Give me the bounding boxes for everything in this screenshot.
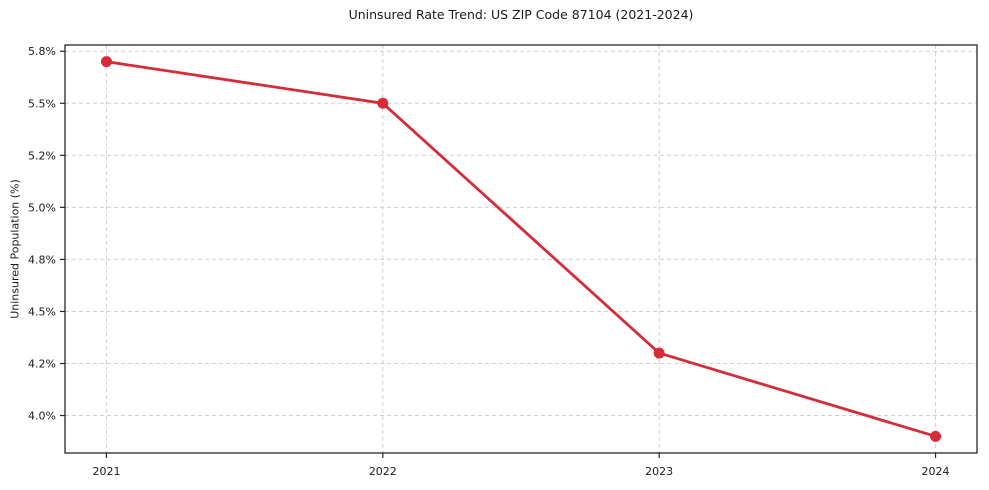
y-tick-label: 5.5% xyxy=(28,97,56,110)
y-tick-label: 4.2% xyxy=(28,357,56,370)
x-tick-label: 2023 xyxy=(645,465,673,478)
data-point-marker xyxy=(653,347,665,359)
y-tick-label: 4.0% xyxy=(28,410,56,423)
y-tick-label: 5.2% xyxy=(28,149,56,162)
data-point-marker xyxy=(930,430,942,442)
data-point-marker xyxy=(377,97,389,109)
y-tick-label: 4.5% xyxy=(28,305,56,318)
x-tick-label: 2024 xyxy=(922,465,950,478)
y-tick-label: 4.8% xyxy=(28,253,56,266)
y-tick-label: 5.0% xyxy=(28,201,56,214)
x-tick-label: 2021 xyxy=(92,465,120,478)
data-point-marker xyxy=(100,56,112,68)
axes-border xyxy=(64,44,978,454)
x-tick-label: 2022 xyxy=(369,465,397,478)
trend-line xyxy=(105,60,937,438)
y-tick-label: 5.8% xyxy=(28,45,56,58)
chart-title: Uninsured Rate Trend: US ZIP Code 87104 … xyxy=(348,7,694,22)
